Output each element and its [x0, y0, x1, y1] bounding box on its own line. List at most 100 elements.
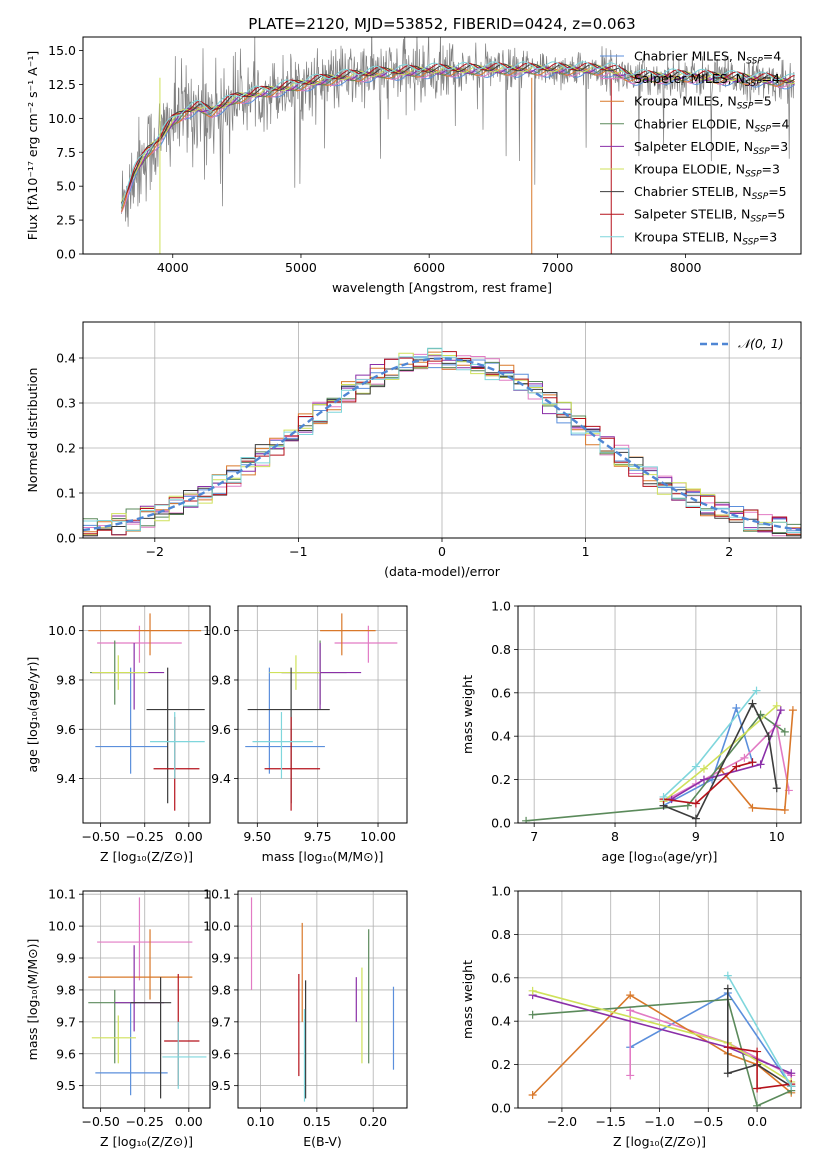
histogram-series — [83, 347, 801, 533]
plot-area — [121, 37, 795, 254]
y-tick-label: 10.0 — [48, 111, 76, 126]
x-tick-label: −2.0 — [547, 1114, 577, 1129]
y-tick-label: 9.6 — [211, 1046, 231, 1061]
weight-point-marker — [691, 814, 700, 823]
weight-point-marker — [699, 775, 708, 784]
y-tick-label: 10.0 — [203, 623, 231, 638]
y-tick-label: 0.2 — [491, 1057, 511, 1072]
chart-weight-vs-age: 7 8 9 10 0.0 0.2 0.4 0.6 0.8 1.0 age [log₁₀(age/yr… — [460, 599, 802, 864]
plot-area — [88, 897, 207, 1099]
weight-point-marker — [659, 792, 668, 801]
y-tick-label: 0.8 — [491, 642, 511, 657]
y-tick-label: 9.5 — [211, 1078, 231, 1093]
axes-frame — [517, 890, 802, 1109]
chart-spectrum: PLATE=2120, MJD=53852, FIBERID=0424, z=0… — [25, 15, 802, 295]
y-tick-label: 9.9 — [56, 951, 76, 966]
weight-point-marker — [723, 984, 732, 993]
y-tick-label: 5.0 — [56, 179, 76, 194]
x-tick-label: −0.25 — [126, 1114, 164, 1129]
axes-frame — [237, 890, 408, 1109]
y-axis-label: age [log₁₀(age/yr)] — [25, 657, 40, 773]
y-tick-label: 0.0 — [56, 247, 76, 262]
model-line — [121, 61, 795, 206]
y-tick-label: 0.1 — [56, 486, 76, 501]
weight-point-marker — [522, 816, 531, 823]
x-tick-label: 7000 — [541, 260, 573, 275]
chart-age-vs-Z: −0.50 −0.25 0.00 9.4 9.6 9.8 10.0 Z [log₁₀(Z/Z⊙… — [25, 605, 211, 864]
y-tick-label: 1.0 — [491, 884, 511, 899]
x-tick-label: −1.0 — [644, 1114, 674, 1129]
x-tick-label: 0.00 — [175, 1114, 203, 1129]
y-tick-label: 9.4 — [211, 771, 231, 786]
x-axis-label: Z [log₁₀(Z/Z⊙)] — [613, 1134, 706, 1149]
chart-title: PLATE=2120, MJD=53852, FIBERID=0424, z=0… — [248, 15, 635, 33]
legend-label: Chabrier STELIB, NSSP=5 — [634, 184, 787, 202]
chart-mass-vs-EBV: 0.10 0.15 0.20 9.5 9.6 9.7 9.8 9.9 10.0 10.1 E(B-V… — [203, 887, 408, 1149]
weight-point-marker — [753, 1047, 762, 1056]
y-tick-label: 0.3 — [56, 396, 76, 411]
weight-point-marker — [752, 686, 761, 695]
x-tick-label: 6000 — [413, 260, 445, 275]
x-tick-label: −2 — [146, 544, 164, 559]
x-tick-label: 8 — [611, 829, 619, 844]
y-tick-label: 0.4 — [491, 729, 511, 744]
y-tick-label: 0.4 — [491, 1014, 511, 1029]
weight-point-marker — [787, 1069, 796, 1078]
legend-label: Chabrier ELODIE, NSSP=4 — [634, 116, 789, 134]
x-tick-label: −0.50 — [81, 1114, 119, 1129]
weight-series-line — [719, 710, 794, 811]
weight-point-marker — [772, 784, 781, 793]
axes-frame — [82, 36, 802, 255]
x-tick-label: 4000 — [157, 260, 189, 275]
legend-label: 𝒩(0, 1) — [738, 336, 784, 351]
y-tick-label: 0.0 — [491, 1101, 511, 1116]
weight-point-marker — [528, 986, 537, 995]
y-tick-label: 9.9 — [211, 951, 231, 966]
legend-label: Salpeter ELODIE, NSSP=3 — [634, 139, 788, 157]
weight-point-marker — [528, 1090, 537, 1099]
weight-point-marker — [626, 991, 635, 1000]
weight-point-marker — [732, 703, 741, 712]
chart-weight-vs-Z: −2.0 −1.5 −1.0 −0.5 0.0 0.0 0.2 0.4 0.6 0.8 1.0 Z [… — [460, 884, 802, 1149]
axes-frame — [82, 321, 802, 539]
x-tick-label: 10 — [769, 829, 785, 844]
x-tick-label: 7 — [530, 829, 538, 844]
model-line — [121, 65, 795, 205]
x-tick-label: 0.10 — [247, 1114, 275, 1129]
x-tick-label: 1 — [582, 544, 590, 559]
plot-area — [245, 613, 398, 811]
x-axis-label: age [log₁₀(age/yr)] — [602, 849, 718, 864]
weight-point-marker — [626, 1071, 635, 1080]
weight-point-marker — [723, 1069, 732, 1078]
y-tick-label: 10.0 — [48, 919, 76, 934]
x-tick-label: 0.20 — [359, 1114, 387, 1129]
plot-area — [522, 686, 797, 823]
x-tick-label: 9 — [692, 829, 700, 844]
y-tick-label: 9.6 — [56, 1046, 76, 1061]
weight-point-marker — [740, 753, 749, 762]
chart-mass-vs-Z: −0.50 −0.25 0.00 9.5 9.6 9.7 9.8 9.9 10.0 10.1 Z [… — [25, 887, 211, 1149]
x-tick-label: 0.00 — [175, 829, 203, 844]
weight-series-line — [532, 994, 792, 1075]
weight-point-marker — [764, 732, 773, 741]
y-axis-label: mass weight — [460, 675, 475, 754]
x-tick-label: 9.50 — [243, 829, 271, 844]
y-tick-label: 0.6 — [491, 685, 511, 700]
weight-series-line — [671, 709, 782, 800]
y-axis-label: Normed distribution — [25, 368, 40, 493]
gaussian-curve — [83, 357, 801, 532]
weight-point-marker — [776, 706, 785, 715]
y-tick-label: 9.8 — [211, 982, 231, 997]
observed-spectrum — [121, 37, 795, 227]
x-tick-label: −0.5 — [693, 1114, 723, 1129]
x-tick-label: 2 — [725, 544, 733, 559]
axes-frame — [237, 605, 408, 824]
weight-point-marker — [748, 699, 757, 708]
weight-point-marker — [723, 971, 732, 980]
weight-point-marker — [753, 1084, 762, 1093]
weight-series-line — [727, 988, 792, 1087]
plot-area — [88, 613, 205, 811]
weight-point-marker — [699, 764, 708, 773]
y-tick-label: 9.8 — [56, 982, 76, 997]
